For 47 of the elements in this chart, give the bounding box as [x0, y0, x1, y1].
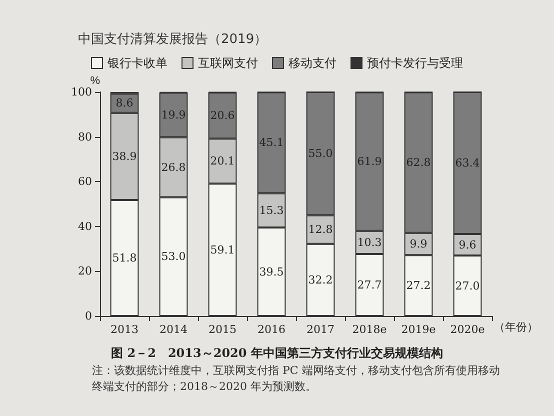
- data-label: 62.8: [406, 156, 431, 170]
- data-label: 15.3: [259, 204, 284, 217]
- y-tick-label: 0: [85, 310, 92, 322]
- data-label: 9.6: [458, 238, 476, 252]
- data-label: 55.0: [308, 147, 333, 160]
- data-label: 38.9: [112, 150, 137, 163]
- x-tick-label: 2019e: [401, 323, 436, 336]
- x-tick-label: 2017: [306, 323, 334, 336]
- data-label: 26.8: [161, 160, 186, 174]
- y-tick-label: 40: [78, 220, 92, 233]
- data-label: 63.4: [455, 156, 480, 170]
- data-label: 61.9: [357, 155, 382, 168]
- legend-label: 互联网支付: [198, 56, 258, 70]
- x-tick-label: 2014: [160, 323, 188, 336]
- x-axis-title: （年份）: [494, 322, 538, 334]
- y-axis-title: %: [90, 75, 100, 88]
- legend-label: 预付卡发行与受理: [367, 56, 463, 70]
- data-label: 39.5: [259, 265, 284, 278]
- y-tick-label: 60: [78, 175, 92, 188]
- legend-label: 银行卡收单: [106, 56, 168, 70]
- data-label: 20.1: [210, 154, 235, 168]
- data-label: 9.9: [410, 237, 428, 250]
- text: 注：该数据统计维度中，互联网支付指 PC 端网络支付，移动支付包含所有使用移动终端支付的部分；2018～2020 年为预测数。: [92, 363, 501, 395]
- data-label: 20.6: [210, 109, 235, 122]
- x-tick-label: 2018e: [352, 323, 387, 336]
- x-tick-label: 2020e: [450, 323, 485, 336]
- data-label: 45.1: [259, 136, 284, 150]
- data-label: 12.8: [308, 223, 333, 236]
- text: 图 2－2 2013～2020 年中国第三方支付行业交易规模结构: [110, 345, 444, 362]
- data-label: 8.6: [116, 96, 134, 110]
- data-label: 51.8: [112, 251, 137, 264]
- legend-label: 移动支付: [288, 56, 336, 70]
- data-label: 53.0: [161, 250, 186, 264]
- x-tick-label: 2016: [258, 323, 286, 336]
- data-label: 32.2: [308, 273, 333, 286]
- y-tick-label: 20: [78, 264, 92, 278]
- y-tick-label: 80: [78, 130, 92, 144]
- text: 中国支付清算发展报告（2019）: [78, 31, 268, 48]
- y-tick-label: 100: [71, 86, 92, 98]
- data-label: 27.0: [455, 279, 480, 292]
- data-label: 59.1: [210, 243, 235, 256]
- data-label: 19.9: [161, 108, 186, 122]
- data-label: 27.2: [406, 279, 431, 292]
- x-tick-label: 2013: [110, 323, 138, 336]
- data-label: 27.7: [357, 278, 382, 292]
- data-label: 10.3: [357, 236, 382, 249]
- x-tick-label: 2015: [208, 323, 236, 336]
